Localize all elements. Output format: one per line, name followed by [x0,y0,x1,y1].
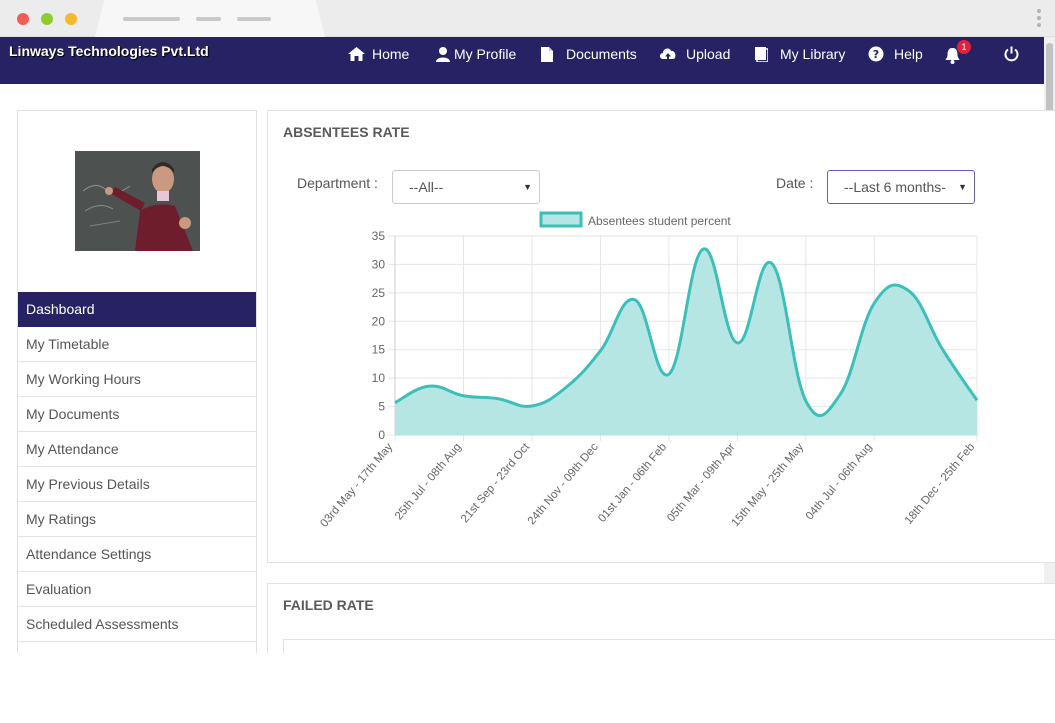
notifications-button[interactable] [944,47,968,64]
bell-icon [945,48,960,64]
sidebar-item-dashboard[interactable]: Dashboard [18,292,256,327]
svg-text:?: ? [873,48,879,61]
legend-label: Absentees student percent [588,214,731,228]
scrollbar-thumb[interactable] [1046,43,1053,118]
sidebar-item-my-previous-details[interactable]: My Previous Details [18,467,256,502]
maximize-window-icon[interactable] [65,13,77,25]
brand-name[interactable]: Linways Technologies Pvt.Ltd [9,43,209,59]
browser-tab[interactable] [95,0,325,37]
y-tick-label: 5 [378,400,385,414]
x-tick-label: 25th Jul - 08th Aug [393,441,464,522]
department-label: Department : [297,175,378,191]
x-tick-label: 03rd May - 17th May [318,441,395,530]
sidebar-item-scheduled-assessments[interactable]: Scheduled Assessments [18,607,256,642]
absentees-line [394,247,979,418]
nav-upload-label: Upload [686,46,731,62]
x-tick-label: 05th Mar - 09th Apr [665,441,738,524]
sidebar-item-evaluation[interactable]: Evaluation [18,572,256,607]
x-tick-label: 18th Dec - 25th Feb [903,441,978,527]
x-tick-label: 24th Nov - 09th Dec [526,441,601,527]
sidebar-item-my-attendance[interactable]: My Attendance [18,432,256,467]
page-bottom-margin [0,653,1055,723]
nav-help[interactable]: ? Help [868,46,923,62]
help-icon: ? [868,46,884,62]
legend-swatch [539,211,583,228]
sidebar-item-my-ratings[interactable]: My Ratings [18,502,256,537]
nav-my-library[interactable]: My Library [755,46,845,62]
book-icon [755,46,768,62]
date-label: Date : [776,175,814,191]
absentees-chart-svg: Absentees student percent 0 5 10 15 20 25 30 35 0… [318,211,979,530]
logout-button[interactable] [1004,46,1026,62]
nav-help-label: Help [894,46,923,62]
browser-chrome [0,0,1055,37]
nav-documents[interactable]: Documents [541,46,637,62]
absentees-area [395,248,977,435]
absentees-chart: Absentees student percent 0 5 10 15 20 25 30 35 0… [305,208,995,538]
nav-home[interactable]: Home [348,46,409,62]
date-select[interactable]: --Last 6 months- ▼ [827,170,975,204]
sidebar-item-my-timetable[interactable]: My Timetable [18,327,256,362]
failed-rate-title: FAILED RATE [283,597,374,613]
power-icon [1004,46,1019,62]
nav-my-profile-label: My Profile [454,46,517,62]
browser-menu-icon[interactable] [1037,9,1041,30]
absentees-rate-title: ABSENTEES RATE [283,124,410,140]
nav-my-profile[interactable]: My Profile [436,46,516,62]
nav-my-library-label: My Library [780,46,846,62]
y-tick-label: 25 [372,286,386,300]
chevron-down-icon: ▼ [958,182,967,192]
nav-upload[interactable]: Upload [659,46,730,62]
sidebar-item-my-documents[interactable]: My Documents [18,397,256,432]
sidebar-item-my-working-hours[interactable]: My Working Hours [18,362,256,397]
y-tick-label: 20 [372,314,386,328]
sidebar: Dashboard My Timetable My Working Hours … [17,110,257,653]
document-icon [541,46,553,62]
notification-badge: 1 [957,40,971,54]
home-icon [348,47,365,61]
y-tick-label: 35 [372,229,386,243]
x-tick-label: 15th May - 25th May [730,441,807,529]
upload-icon [660,48,676,61]
x-tick-label: 01st Jan - 06th Feb [596,441,669,525]
sidebar-menu: Dashboard My Timetable My Working Hours … [18,292,256,642]
department-select-value: --All-- [409,179,444,195]
close-window-icon[interactable] [17,13,29,25]
y-tick-label: 15 [372,343,386,357]
y-tick-label: 10 [372,371,386,385]
department-select[interactable]: --All-- ▼ [392,170,540,204]
nav-home-label: Home [372,46,410,62]
sidebar-item-attendance-settings[interactable]: Attendance Settings [18,537,256,572]
nav-documents-label: Documents [566,46,637,62]
x-tick-label: 04th Jul - 06th Aug [804,441,875,522]
y-tick-label: 0 [378,428,385,442]
user-icon [436,46,450,62]
date-select-value: --Last 6 months- [844,179,946,195]
y-tick-label: 30 [372,257,386,271]
x-tick-label: 21st Sep - 23rd Oct [459,441,533,526]
profile-avatar[interactable] [75,151,200,251]
minimize-window-icon[interactable] [41,13,53,25]
chevron-down-icon: ▼ [523,182,532,192]
top-navbar: Linways Technologies Pvt.Ltd Home My Pro… [0,37,1044,84]
